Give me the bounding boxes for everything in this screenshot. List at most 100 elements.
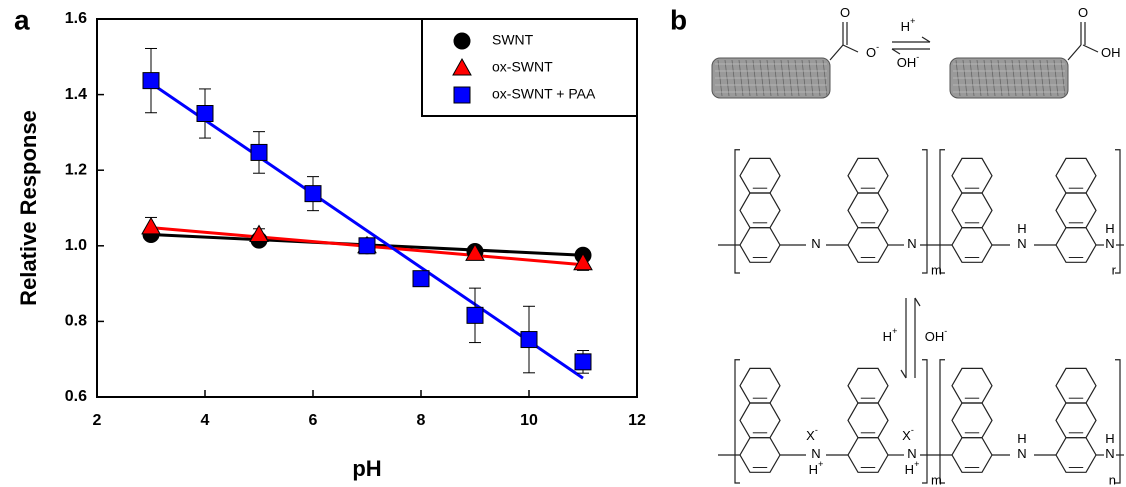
- ring: [1055, 157, 1097, 194]
- chem-text: X: [806, 428, 815, 443]
- chem-label: N: [907, 446, 916, 461]
- y-tick-label: 1.0: [65, 237, 87, 254]
- bond: [1067, 44, 1082, 61]
- marker: [249, 224, 269, 242]
- bracket: [1115, 149, 1121, 274]
- marker: [141, 216, 161, 235]
- bond: [1082, 44, 1099, 53]
- y-axis-label: Relative Response: [16, 110, 41, 306]
- chem-text: OH: [925, 329, 945, 344]
- chem-label: N: [907, 236, 916, 251]
- nanotube: [711, 57, 831, 99]
- y-tick-label: 1.6: [65, 10, 87, 27]
- chem-label: O: [840, 5, 850, 20]
- chem-text: OH: [1101, 45, 1121, 60]
- chem-text: O: [866, 45, 876, 60]
- chem-label: OH-: [925, 326, 948, 344]
- chem-text: X: [902, 428, 911, 443]
- chem-text: N: [1105, 446, 1114, 461]
- legend-marker: [453, 86, 471, 104]
- ring: [847, 157, 889, 194]
- bracket: [939, 359, 945, 484]
- marker: [573, 252, 593, 271]
- marker: [358, 237, 376, 255]
- x-tick-label: 2: [93, 412, 102, 429]
- chem-text: N: [907, 236, 916, 251]
- x-tick-label: 8: [417, 412, 426, 429]
- bond: [829, 44, 844, 61]
- legend-label: ox-SWNT + PAA: [492, 86, 596, 102]
- bracket: [939, 149, 945, 274]
- y-tick-label: 1.2: [65, 161, 87, 178]
- y-tick-label: 0.8: [65, 313, 87, 330]
- chem-sup: +: [914, 459, 919, 469]
- chem-sup: -: [944, 326, 947, 336]
- x-tick-label: 12: [628, 412, 646, 429]
- chem-label: H: [1017, 221, 1026, 236]
- legend-label: SWNT: [492, 32, 534, 48]
- marker: [465, 243, 485, 261]
- bond: [842, 44, 859, 53]
- chem-label: N: [1105, 446, 1114, 461]
- nanotube: [949, 57, 1069, 99]
- ring: [847, 367, 889, 404]
- chem-text: N: [907, 446, 916, 461]
- ring: [951, 157, 993, 194]
- marker: [412, 270, 430, 288]
- chem-text: H: [809, 462, 818, 477]
- bond: [891, 48, 901, 55]
- chem-text: N: [1017, 446, 1026, 461]
- chem-label: X-: [806, 425, 818, 443]
- bracket: [1115, 359, 1121, 484]
- ring: [739, 157, 781, 194]
- marker: [142, 72, 160, 90]
- bond: [921, 36, 931, 43]
- marker: [574, 353, 592, 371]
- chem-label: OH-: [897, 52, 920, 70]
- chem-label: H+: [905, 459, 920, 477]
- bracket: [734, 359, 740, 484]
- bracket: [922, 359, 928, 484]
- chem-label: O: [1078, 5, 1088, 20]
- ring: [739, 367, 781, 404]
- chem-label: H: [1017, 431, 1026, 446]
- chem-label: H+: [809, 459, 824, 477]
- ring: [1055, 367, 1097, 404]
- marker: [520, 331, 538, 349]
- subscript: n: [1109, 472, 1116, 487]
- chem-label: H: [1105, 221, 1114, 236]
- legend-label: ox-SWNT: [492, 59, 553, 75]
- chem-text: H: [1017, 431, 1026, 446]
- bracket: [734, 149, 740, 274]
- chem-text: N: [1105, 236, 1114, 251]
- x-tick-label: 6: [309, 412, 318, 429]
- subscript: r: [1112, 262, 1117, 277]
- legend-marker: [453, 32, 471, 50]
- x-tick-label: 4: [201, 412, 210, 429]
- chem-label: N: [1105, 236, 1114, 251]
- chem-text: OH: [897, 55, 917, 70]
- chem-text: N: [811, 236, 820, 251]
- chem-text: H: [883, 329, 892, 344]
- chem-sup: -: [916, 52, 919, 62]
- marker: [304, 185, 322, 203]
- fit-line: [150, 82, 584, 380]
- marker: [250, 143, 268, 161]
- chem-sup: +: [910, 16, 915, 26]
- subscript: m: [931, 472, 942, 487]
- chem-text: N: [811, 446, 820, 461]
- chem-sup: -: [815, 425, 818, 435]
- chem-text: H: [1105, 431, 1114, 446]
- ring: [951, 367, 993, 404]
- chem-label: N: [811, 236, 820, 251]
- x-tick-label: 10: [520, 412, 538, 429]
- chem-label: OH: [1101, 45, 1121, 60]
- chem-text: H: [905, 462, 914, 477]
- y-tick-label: 1.4: [65, 86, 87, 103]
- bracket: [922, 149, 928, 274]
- chem-label: X-: [902, 425, 914, 443]
- chem-label: H+: [883, 326, 898, 344]
- panel-label: a: [14, 4, 30, 35]
- plot-frame: [96, 18, 638, 398]
